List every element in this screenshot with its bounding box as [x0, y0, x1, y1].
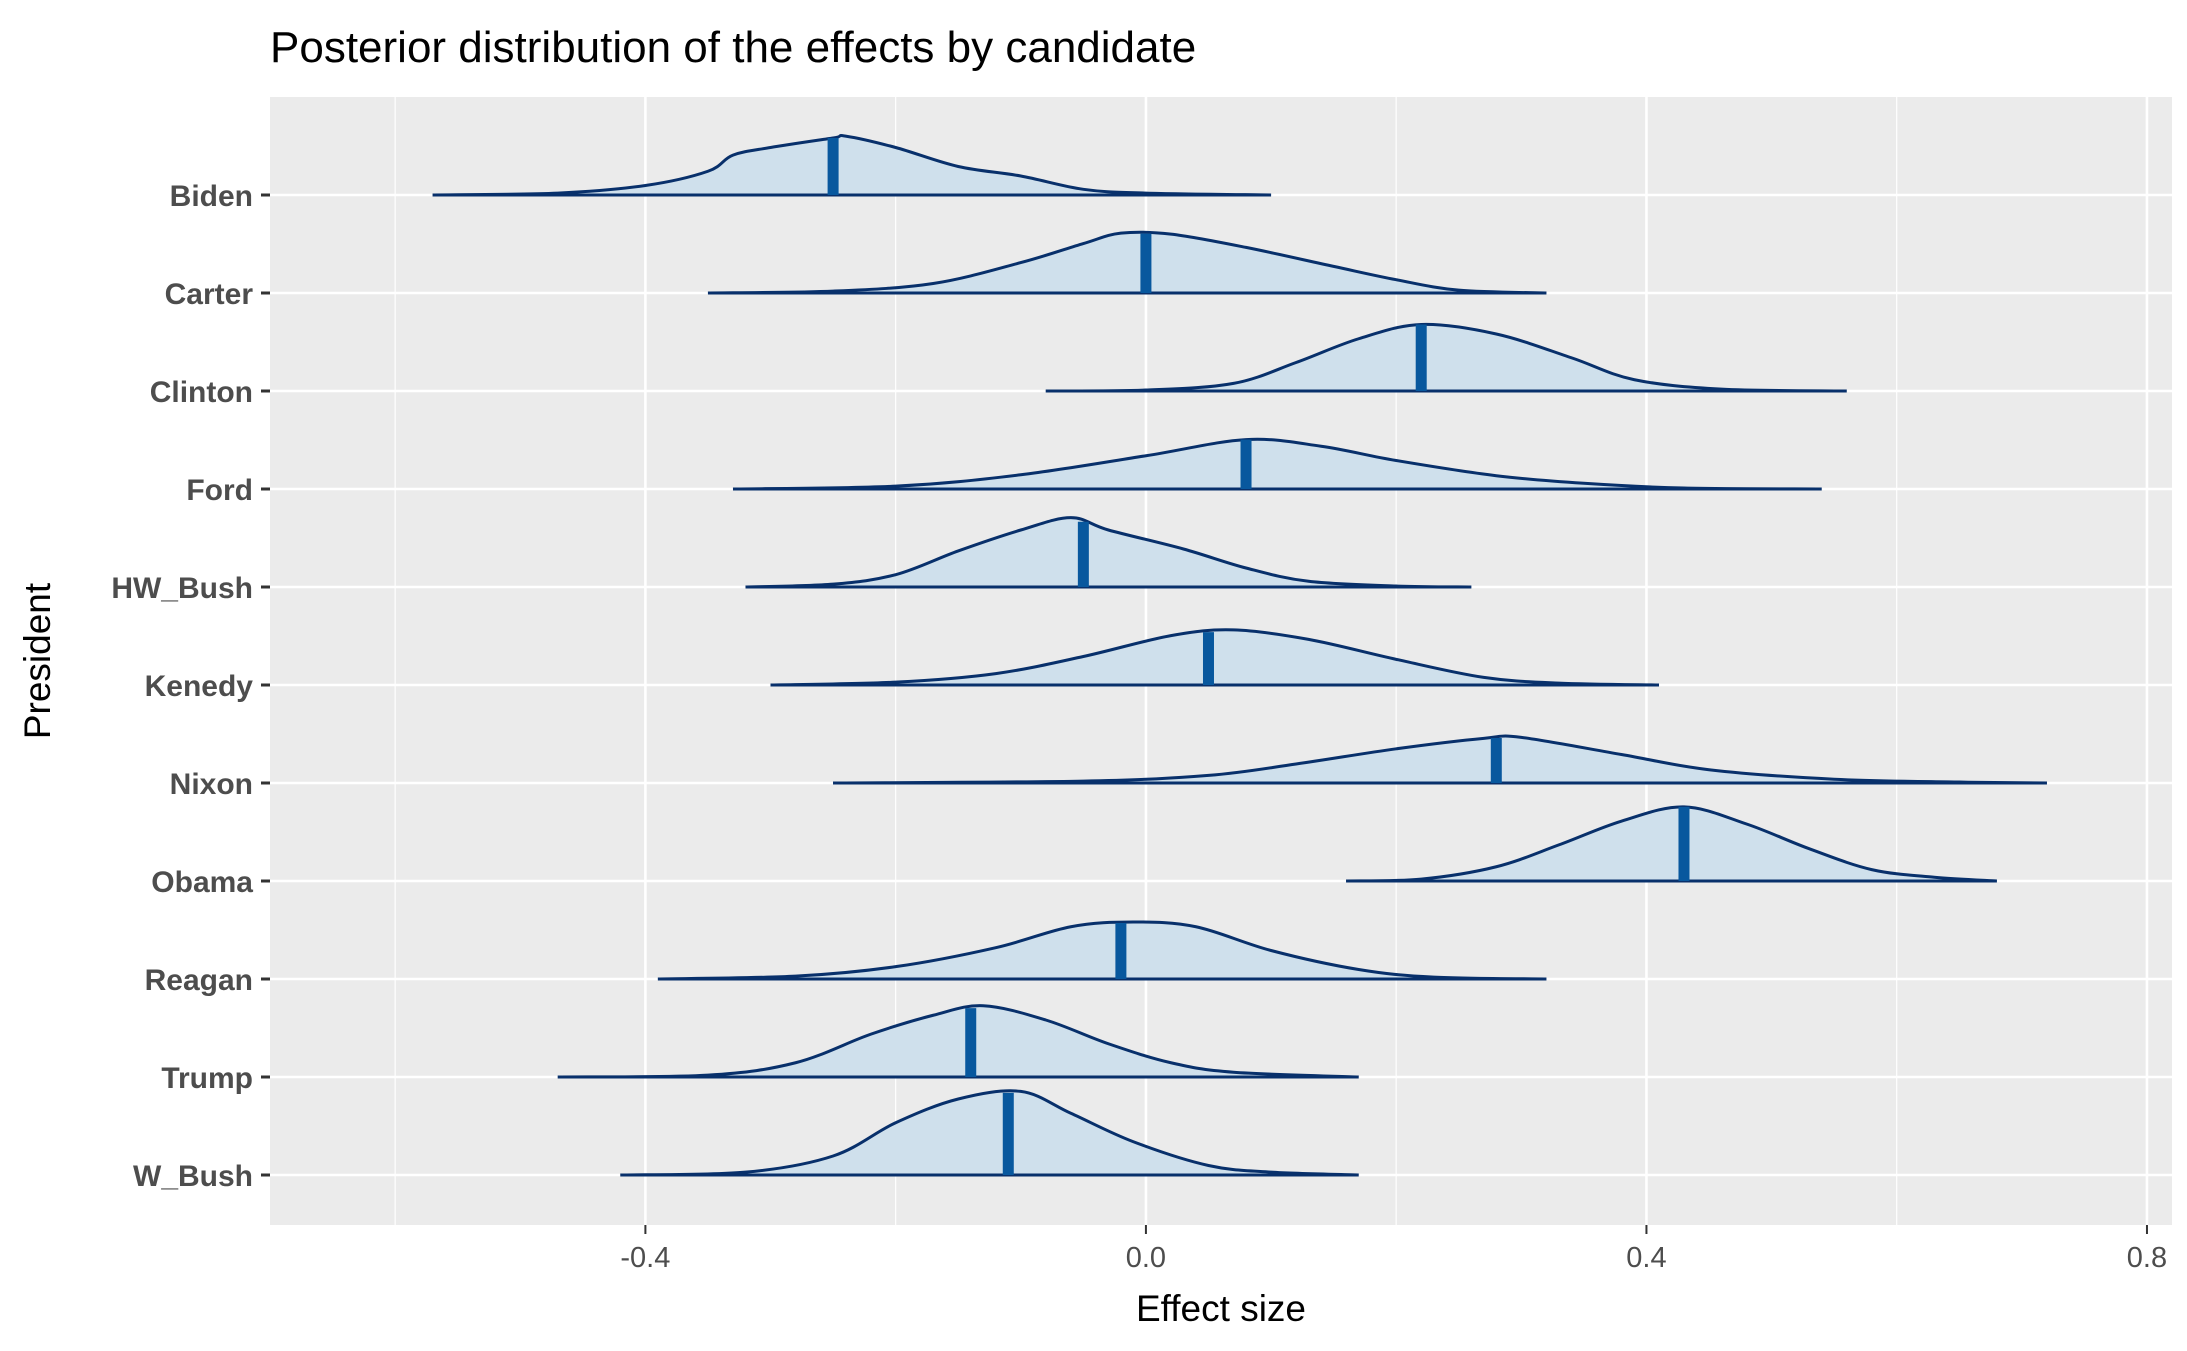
density-outline-nixon [833, 734, 2047, 785]
density-fill-reagan [657, 922, 1547, 979]
density-outline-obama [1346, 805, 1997, 883]
chart-title: Posterior distribution of the effects by… [270, 23, 1196, 72]
y-tick-label-hw-bush: HW_Bush [111, 572, 253, 605]
density-fill-clinton [1045, 324, 1847, 391]
y-axis-title: President [17, 582, 58, 739]
ridge-carter [707, 230, 1547, 295]
x-tick-label: 0.0 [1126, 1242, 1166, 1274]
density-fill-w-bush [620, 1090, 1359, 1175]
x-axis: -0.4 0.0 0.4 0.8 [620, 1225, 2167, 1274]
y-tick-label-carter: Carter [165, 278, 254, 311]
density-fill-kenedy [770, 629, 1659, 685]
ridge-reagan [657, 920, 1547, 981]
density-fill-nixon [833, 736, 2047, 783]
ridge-nixon [833, 734, 2047, 785]
ridges [432, 133, 2047, 1177]
ridge-trump [557, 1004, 1359, 1079]
y-tick-label-w-bush: W_Bush [133, 1160, 253, 1193]
x-tick-label: 0.4 [1626, 1242, 1666, 1274]
density-outline-reagan [657, 920, 1547, 981]
density-fill-carter [707, 232, 1547, 293]
y-tick-label-reagan: Reagan [145, 964, 253, 997]
ridge-kenedy [770, 628, 1659, 687]
density-outline-ford [732, 437, 1822, 491]
density-fill-trump [557, 1005, 1359, 1077]
y-tick-label-kenedy: Kenedy [145, 670, 254, 703]
ridge-hw-bush [745, 516, 1472, 589]
y-axis: Biden Carter Clinton Ford HW_Bush Kenedy Nixon… [111, 180, 270, 1193]
density-fill-obama [1346, 806, 1997, 881]
y-tick-label-clinton: Clinton [150, 376, 253, 409]
x-tick-label: 0.8 [2127, 1242, 2167, 1274]
density-outline-trump [557, 1004, 1359, 1079]
ridge-w-bush [620, 1089, 1359, 1177]
density-fill-ford [732, 439, 1822, 489]
y-tick-label-trump: Trump [161, 1062, 253, 1095]
y-tick-label-nixon: Nixon [170, 768, 253, 801]
density-outline-clinton [1045, 322, 1847, 393]
density-outline-hw-bush [745, 516, 1472, 589]
density-outline-w-bush [620, 1089, 1359, 1177]
ridge-clinton [1045, 322, 1847, 393]
y-tick-label-obama: Obama [151, 866, 253, 899]
y-tick-label-ford: Ford [186, 474, 253, 507]
density-fill-hw-bush [745, 517, 1472, 587]
ridge-obama [1346, 805, 1997, 883]
y-tick-label-biden: Biden [170, 180, 253, 213]
ridge-biden [432, 133, 1272, 197]
density-fill-biden [432, 135, 1272, 195]
x-axis-title: Effect size [1136, 1288, 1306, 1329]
density-outline-biden [432, 133, 1272, 197]
density-outline-kenedy [770, 628, 1659, 687]
density-outline-carter [707, 230, 1547, 295]
x-tick-label: -0.4 [620, 1242, 670, 1274]
ridge-ford [732, 437, 1822, 491]
